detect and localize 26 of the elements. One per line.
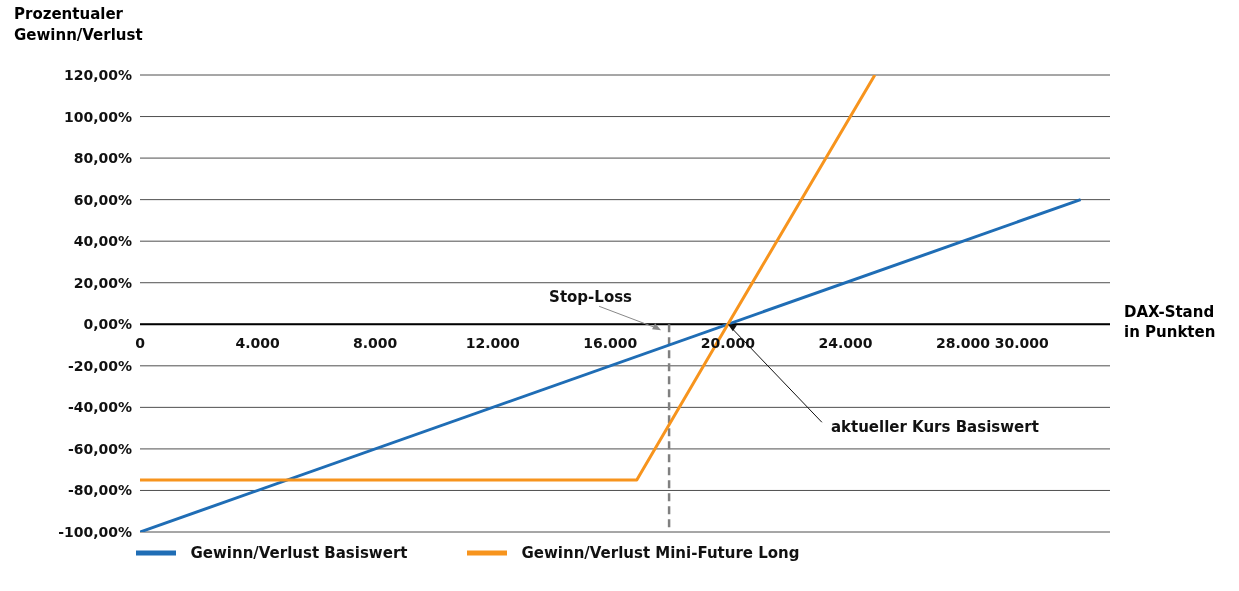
x-tick-label: 8.000 bbox=[353, 335, 398, 352]
x-tick-label: 28.000 bbox=[936, 335, 991, 352]
legend-label: Gewinn/Verlust Mini-Future Long bbox=[521, 543, 800, 562]
y-tick-label: -20,00% bbox=[67, 357, 132, 374]
y-tick-label: 40,00% bbox=[73, 233, 132, 250]
y-tick-label: -60,00% bbox=[67, 440, 132, 457]
legend-label: Gewinn/Verlust Basiswert bbox=[190, 543, 408, 562]
x-tick-label: 24.000 bbox=[818, 335, 873, 352]
y-tick-label: -40,00% bbox=[67, 399, 132, 416]
x-tick-label: 4.000 bbox=[235, 335, 280, 352]
x-tick-label: 0 bbox=[135, 335, 146, 352]
y-tick-label: -80,00% bbox=[67, 482, 132, 499]
x-tick-label: 16.000 bbox=[583, 335, 638, 352]
y-tick-label: 100,00% bbox=[63, 108, 132, 125]
ref-line-label: Stop-Loss bbox=[549, 288, 633, 307]
y-tick-label: -100,00% bbox=[58, 523, 132, 540]
annotation: aktueller Kurs Basiswert bbox=[830, 418, 1039, 437]
x-tick-label: 30.000 bbox=[994, 335, 1050, 352]
x-tick-label: 12.000 bbox=[465, 335, 520, 352]
y-tick-label: 80,00% bbox=[73, 150, 132, 167]
y-tick-label: 120,00% bbox=[63, 66, 132, 83]
y-axis-title: Prozentualer Gewinn/Verlust bbox=[14, 4, 144, 46]
y-tick-label: 20,00% bbox=[73, 274, 132, 291]
y-tick-label: 0,00% bbox=[83, 316, 132, 333]
x-axis-title: DAX-Stand in Punkten bbox=[1124, 302, 1217, 343]
y-tick-label: 60,00% bbox=[73, 191, 132, 208]
